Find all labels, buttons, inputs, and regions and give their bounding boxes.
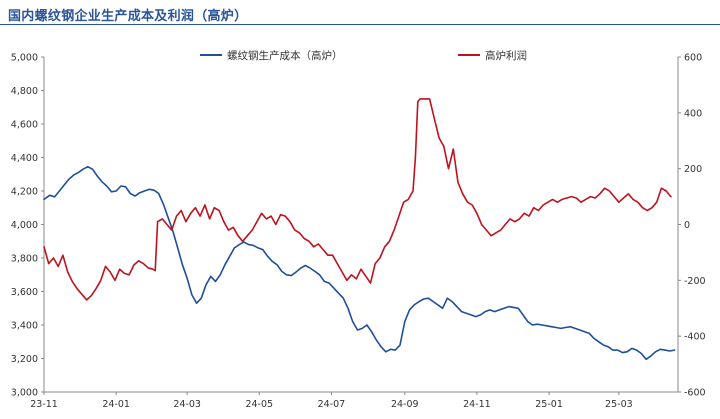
title-divider xyxy=(0,24,720,25)
left-y-tick-label: 3,600 xyxy=(11,287,38,298)
x-tick-label: 24-09 xyxy=(391,399,419,410)
left-y-tick-label: 3,000 xyxy=(11,388,38,399)
legend-label: 高炉利润 xyxy=(485,49,527,62)
left-y-tick-label: 3,400 xyxy=(11,321,38,332)
x-tick-label: 24-07 xyxy=(318,399,346,410)
chart-series xyxy=(43,98,676,361)
left-y-tick-label: 4,200 xyxy=(11,187,38,198)
legend-label: 螺纹钢生产成本（高炉） xyxy=(227,49,343,62)
chart-legend: 螺纹钢生产成本（高炉） 高炉利润 xyxy=(200,49,527,62)
x-tick-label: 24-11 xyxy=(463,399,491,410)
x-tick-label: 25-01 xyxy=(535,399,563,410)
left-y-tick-label: 3,800 xyxy=(11,254,38,265)
x-tick-label: 24-05 xyxy=(245,399,273,410)
left-y-tick-label: 4,600 xyxy=(11,120,38,131)
left-y-tick-label: 3,200 xyxy=(11,354,38,365)
left-y-tick-label: 4,000 xyxy=(11,220,38,231)
right-y-tick-label: -400 xyxy=(684,332,706,343)
right-y-tick-label: 200 xyxy=(684,164,702,175)
left-y-tick-label: 4,800 xyxy=(11,86,38,97)
left-y-tick-label: 4,400 xyxy=(11,153,38,164)
right-y-tick-label: 0 xyxy=(684,220,690,231)
x-tick-label: 24-03 xyxy=(173,399,201,410)
chart-axes: 3,000 3,200 3,400 3,600 3,800 4,000 4,200 4,400… xyxy=(11,53,706,411)
left-y-tick-label: 5,000 xyxy=(11,53,38,64)
right-y-tick-label: -200 xyxy=(684,276,706,287)
series-line-cost xyxy=(43,165,676,361)
right-y-tick-label: 600 xyxy=(684,53,702,64)
x-tick-label: 23-11 xyxy=(30,399,58,410)
series-line-profit xyxy=(43,98,672,301)
right-y-tick-label: 400 xyxy=(684,108,702,119)
chart-title: 国内螺纹钢企业生产成本及利润（高炉） xyxy=(8,9,248,24)
x-tick-label: 25-03 xyxy=(605,399,633,410)
right-y-tick-label: -600 xyxy=(684,388,706,399)
x-tick-label: 24-01 xyxy=(102,399,130,410)
